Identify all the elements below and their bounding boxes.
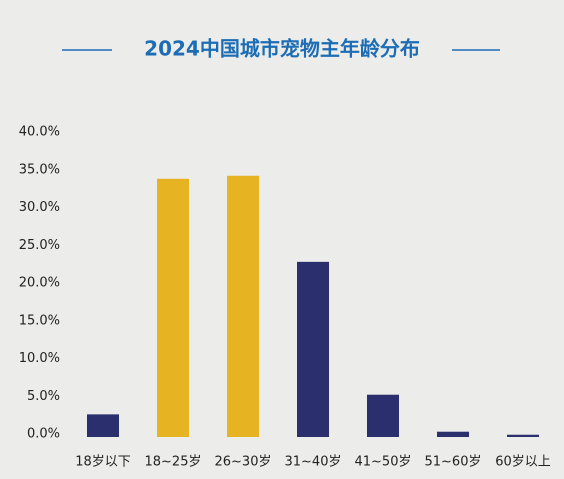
x-tick-label: 18~25岁 bbox=[145, 455, 202, 470]
y-tick-label: 20.0% bbox=[19, 276, 60, 291]
y-tick-label: 30.0% bbox=[19, 200, 60, 215]
y-tick-label: 0.0% bbox=[27, 427, 60, 442]
y-tick-label: 40.0% bbox=[19, 125, 60, 140]
y-tick-label: 15.0% bbox=[19, 313, 60, 328]
y-tick-label: 35.0% bbox=[19, 162, 60, 177]
bar bbox=[367, 394, 399, 437]
bar bbox=[227, 175, 259, 437]
x-tick-label: 18岁以下 bbox=[75, 455, 131, 470]
bar bbox=[297, 261, 329, 437]
chart-title: 2024中国城市宠物主年龄分布 bbox=[144, 37, 420, 61]
y-tick-label: 10.0% bbox=[19, 351, 60, 366]
bar bbox=[157, 178, 189, 438]
bar bbox=[437, 431, 469, 437]
y-tick-label: 25.0% bbox=[19, 238, 60, 253]
bar bbox=[87, 414, 119, 437]
bar bbox=[507, 434, 539, 437]
y-tick-label: 5.0% bbox=[27, 389, 60, 404]
x-tick-label: 51~60岁 bbox=[425, 455, 482, 470]
x-tick-label: 31~40岁 bbox=[285, 455, 342, 470]
x-tick-label: 41~50岁 bbox=[355, 455, 412, 470]
x-tick-label: 26~30岁 bbox=[215, 455, 272, 470]
x-tick-label: 60岁以上 bbox=[495, 455, 551, 470]
